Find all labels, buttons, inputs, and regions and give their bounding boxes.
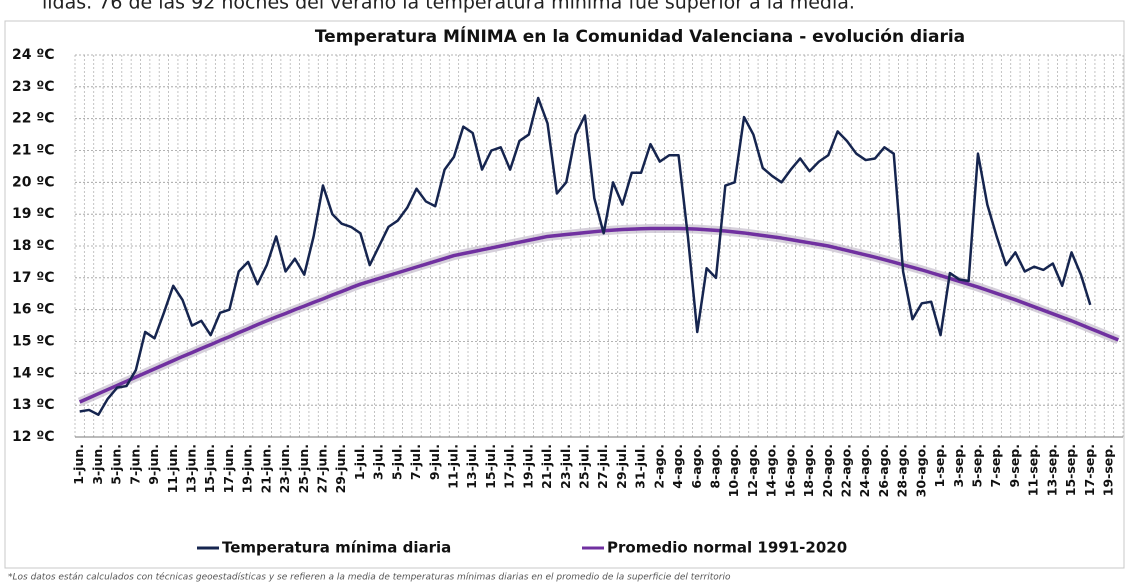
- x-tick-label: 9-jun.: [146, 444, 161, 485]
- x-tick-label: 7-jul.: [408, 444, 423, 480]
- x-tick-label: 26-ago.: [876, 444, 891, 497]
- x-tick-label: 1-sep.: [932, 444, 947, 488]
- x-tick-label: 15-sep.: [1063, 444, 1078, 496]
- legend-label: Promedio normal 1991-2020: [607, 539, 847, 557]
- x-tick-label: 30-ago.: [913, 444, 928, 497]
- caption: lidas. 76 de las 92 noches del verano la…: [42, 0, 855, 14]
- x-tick-label: 13-jul.: [464, 444, 479, 489]
- x-tick-label: 6-ago.: [689, 444, 704, 489]
- x-tick-label: 25-jun.: [296, 444, 311, 493]
- x-tick-label: 29-jun.: [333, 444, 348, 493]
- y-tick-label: 14 ºC: [12, 365, 55, 381]
- y-tick-label: 16 ºC: [12, 302, 55, 318]
- x-tick-label: 18-ago.: [801, 444, 816, 497]
- x-tick-label: 23-jun.: [277, 444, 292, 493]
- x-tick-label: 7-sep.: [988, 444, 1003, 488]
- footnote: *Los datos están calculados con técnicas…: [8, 572, 731, 583]
- x-tick-label: 2-ago.: [651, 444, 666, 489]
- x-tick-label: 19-jul.: [520, 444, 535, 489]
- y-tick-label: 24 ºC: [12, 47, 55, 63]
- x-tick-label: 21-jul.: [539, 444, 554, 489]
- x-tick-label: 17-sep.: [1082, 444, 1097, 496]
- x-tick-label: 27-jun.: [314, 444, 329, 493]
- x-tick-label: 3-jul.: [371, 444, 386, 480]
- x-tick-label: 15-jul.: [483, 444, 498, 489]
- chart-title: Temperatura MÍNIMA en la Comunidad Valen…: [315, 25, 965, 47]
- x-tick-label: 3-jun.: [90, 444, 105, 485]
- y-tick-label: 15 ºC: [12, 334, 55, 350]
- x-tick-label: 13-sep.: [1044, 444, 1059, 496]
- x-tick-label: 11-jul.: [445, 444, 460, 489]
- x-tick-label: 29-jul.: [614, 444, 629, 489]
- x-tick-label: 22-ago.: [838, 444, 853, 497]
- series-line: [78, 226, 1119, 404]
- x-tick-label: 12-ago.: [745, 444, 760, 497]
- x-tick-label: 4-ago.: [670, 444, 685, 489]
- x-tick-label: 9-sep.: [1007, 444, 1022, 488]
- x-tick-label: 25-jul.: [576, 444, 591, 489]
- x-tick-label: 13-jun.: [183, 444, 198, 493]
- x-tick-label: 17-jun.: [221, 444, 236, 493]
- y-tick-label: 21 ºC: [12, 143, 55, 159]
- y-tick-label: 17 ºC: [12, 270, 55, 286]
- y-tick-label: 23 ºC: [12, 79, 55, 95]
- x-tick-label: 17-jul.: [502, 444, 517, 489]
- x-tick-label: 14-ago.: [764, 444, 779, 497]
- y-tick-label: 22 ºC: [12, 111, 55, 127]
- y-tick-label: 13 ºC: [12, 397, 55, 413]
- y-tick-label: 20 ºC: [12, 174, 55, 190]
- x-tick-label: 5-sep.: [969, 444, 984, 488]
- x-tick-label: 11-sep.: [1026, 444, 1041, 496]
- x-tick-label: 11-jun.: [165, 444, 180, 493]
- legend-label: Temperatura mínima diaria: [222, 539, 451, 557]
- x-tick-label: 1-jun.: [71, 444, 86, 485]
- x-tick-label: 8-ago.: [707, 444, 722, 489]
- series-line: [79, 96, 1092, 416]
- x-tick-label: 23-jul.: [558, 444, 573, 489]
- x-tick-label: 1-jul.: [352, 444, 367, 480]
- x-tick-label: 31-jul.: [633, 444, 648, 489]
- x-tick-label: 19-jun.: [240, 444, 255, 493]
- x-tick-label: 19-sep.: [1100, 444, 1115, 496]
- x-tick-label: 10-ago.: [726, 444, 741, 497]
- x-tick-label: 9-jul.: [427, 444, 442, 480]
- x-tick-label: 21-jun.: [258, 444, 273, 493]
- x-tick-label: 27-jul.: [595, 444, 610, 489]
- y-tick-label: 18 ºC: [12, 238, 55, 254]
- x-tick-label: 24-ago.: [857, 444, 872, 497]
- x-tick-label: 20-ago.: [820, 444, 835, 497]
- x-tick-label: 5-jun.: [109, 444, 124, 485]
- y-tick-label: 19 ºC: [12, 206, 55, 222]
- x-tick-label: 28-ago.: [895, 444, 910, 497]
- y-tick-label: 12 ºC: [12, 429, 55, 445]
- x-tick-label: 16-ago.: [782, 444, 797, 497]
- x-tick-label: 7-jun.: [127, 444, 142, 485]
- chart-frame: [4, 20, 1125, 569]
- x-tick-label: 3-sep.: [951, 444, 966, 488]
- x-tick-label: 15-jun.: [202, 444, 217, 493]
- x-tick-label: 5-jul.: [389, 444, 404, 480]
